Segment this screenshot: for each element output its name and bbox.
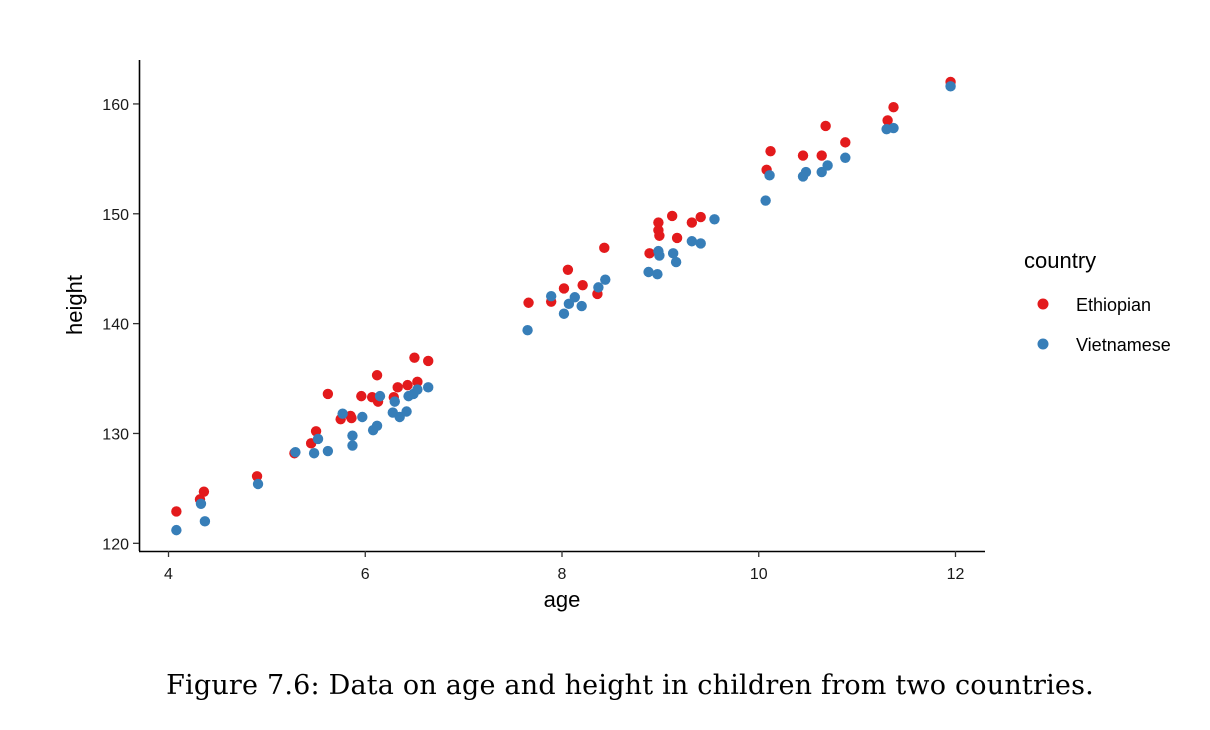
legend-title: country	[1024, 248, 1096, 273]
point-vietnamese	[374, 390, 386, 402]
point-ethiopian	[577, 279, 588, 291]
point-ethiopian	[412, 376, 423, 388]
point-vietnamese	[840, 152, 851, 163]
x-tick-label: 8	[558, 566, 567, 583]
point-ethiopian	[666, 210, 678, 222]
y-tick-label: 130	[102, 426, 129, 443]
legend-items: Ethiopian Vietnamese	[1037, 295, 1171, 355]
point-ethiopian	[322, 388, 334, 400]
point-vietnamese	[171, 524, 182, 536]
y-tick-label: 150	[102, 207, 129, 224]
point-ethiopian	[409, 352, 420, 363]
point-ethiopian	[402, 379, 413, 391]
point-vietnamese	[401, 406, 412, 417]
point-vietnamese	[760, 195, 771, 206]
point-vietnamese	[337, 408, 348, 419]
point-vietnamese	[290, 446, 301, 458]
point-vietnamese	[347, 430, 358, 441]
point-vietnamese	[522, 325, 533, 336]
point-vietnamese	[695, 238, 706, 249]
point-vietnamese	[652, 268, 663, 280]
y-tick-label: 160	[102, 97, 129, 114]
point-vietnamese	[371, 420, 383, 431]
point-ethiopian	[653, 217, 664, 228]
y-tick-label: 140	[102, 317, 129, 334]
point-vietnamese	[322, 445, 334, 457]
x-axis-title: age	[544, 587, 581, 612]
point-ethiopian	[695, 211, 706, 223]
point-vietnamese	[800, 166, 812, 178]
point-vietnamese	[822, 160, 833, 171]
y-ticks: 120 130 140 150 160	[102, 97, 139, 553]
legend-swatch-ethiopian	[1037, 298, 1049, 310]
point-vietnamese	[667, 248, 679, 259]
point-vietnamese	[545, 290, 557, 302]
point-ethiopian	[654, 230, 665, 241]
point-ethiopian	[644, 248, 655, 259]
point-ethiopian	[523, 297, 534, 308]
legend-label-vietnamese: Vietnamese	[1076, 335, 1171, 355]
point-vietnamese	[888, 122, 899, 134]
x-tick-label: 10	[750, 566, 768, 583]
point-vietnamese	[423, 382, 434, 393]
point-vietnamese	[357, 411, 368, 423]
point-ethiopian	[171, 506, 182, 517]
legend-swatch-vietnamese	[1037, 338, 1049, 350]
point-vietnamese	[576, 300, 587, 312]
point-ethiopian	[558, 283, 570, 294]
point-ethiopian	[346, 412, 357, 424]
point-vietnamese	[709, 214, 720, 225]
point-ethiopian	[888, 102, 899, 113]
point-vietnamese	[195, 498, 207, 509]
point-vietnamese	[558, 308, 570, 319]
point-vietnamese	[347, 440, 358, 451]
y-axis-title: height	[62, 275, 87, 335]
point-ethiopian	[797, 150, 809, 161]
point-vietnamese	[412, 384, 423, 395]
point-vietnamese	[593, 282, 604, 293]
points-layer	[171, 76, 956, 536]
point-vietnamese	[252, 478, 264, 490]
x-tick-label: 4	[164, 566, 173, 583]
x-tick-label: 6	[361, 566, 370, 583]
point-vietnamese	[670, 256, 682, 268]
point-ethiopian	[198, 486, 210, 497]
y-tick-label: 120	[102, 536, 129, 553]
point-ethiopian	[371, 370, 383, 381]
point-ethiopian	[671, 232, 683, 244]
point-vietnamese	[312, 433, 324, 445]
point-ethiopian	[599, 242, 610, 254]
point-ethiopian	[686, 217, 698, 228]
legend-label-ethiopian: Ethiopian	[1076, 295, 1151, 315]
legend: country Ethiopian Vietnamese	[1024, 248, 1171, 355]
point-vietnamese	[643, 266, 654, 278]
point-ethiopian	[392, 382, 403, 393]
point-ethiopian	[840, 137, 851, 148]
point-ethiopian	[820, 120, 831, 132]
point-ethiopian	[251, 471, 263, 482]
point-vietnamese	[569, 292, 580, 303]
point-vietnamese	[686, 236, 698, 247]
point-vietnamese	[308, 448, 320, 459]
point-vietnamese	[764, 170, 775, 181]
point-vietnamese	[199, 516, 211, 527]
point-ethiopian	[816, 150, 827, 161]
figure-caption: Figure 7.6: Data on age and height in ch…	[166, 670, 1094, 701]
point-ethiopian	[562, 264, 574, 276]
x-ticks: 4 6 8 10 12	[164, 551, 964, 583]
point-vietnamese	[945, 81, 956, 92]
point-ethiopian	[356, 390, 367, 402]
point-ethiopian	[765, 145, 776, 157]
point-ethiopian	[882, 115, 893, 126]
point-ethiopian	[423, 355, 434, 367]
scatter-chart: 4 6 8 10 12 120 130 140 150 160 age height count…	[62, 60, 1171, 612]
point-vietnamese	[389, 396, 400, 407]
point-vietnamese	[600, 274, 611, 285]
x-tick-label: 12	[947, 566, 965, 583]
point-vietnamese	[654, 250, 665, 261]
